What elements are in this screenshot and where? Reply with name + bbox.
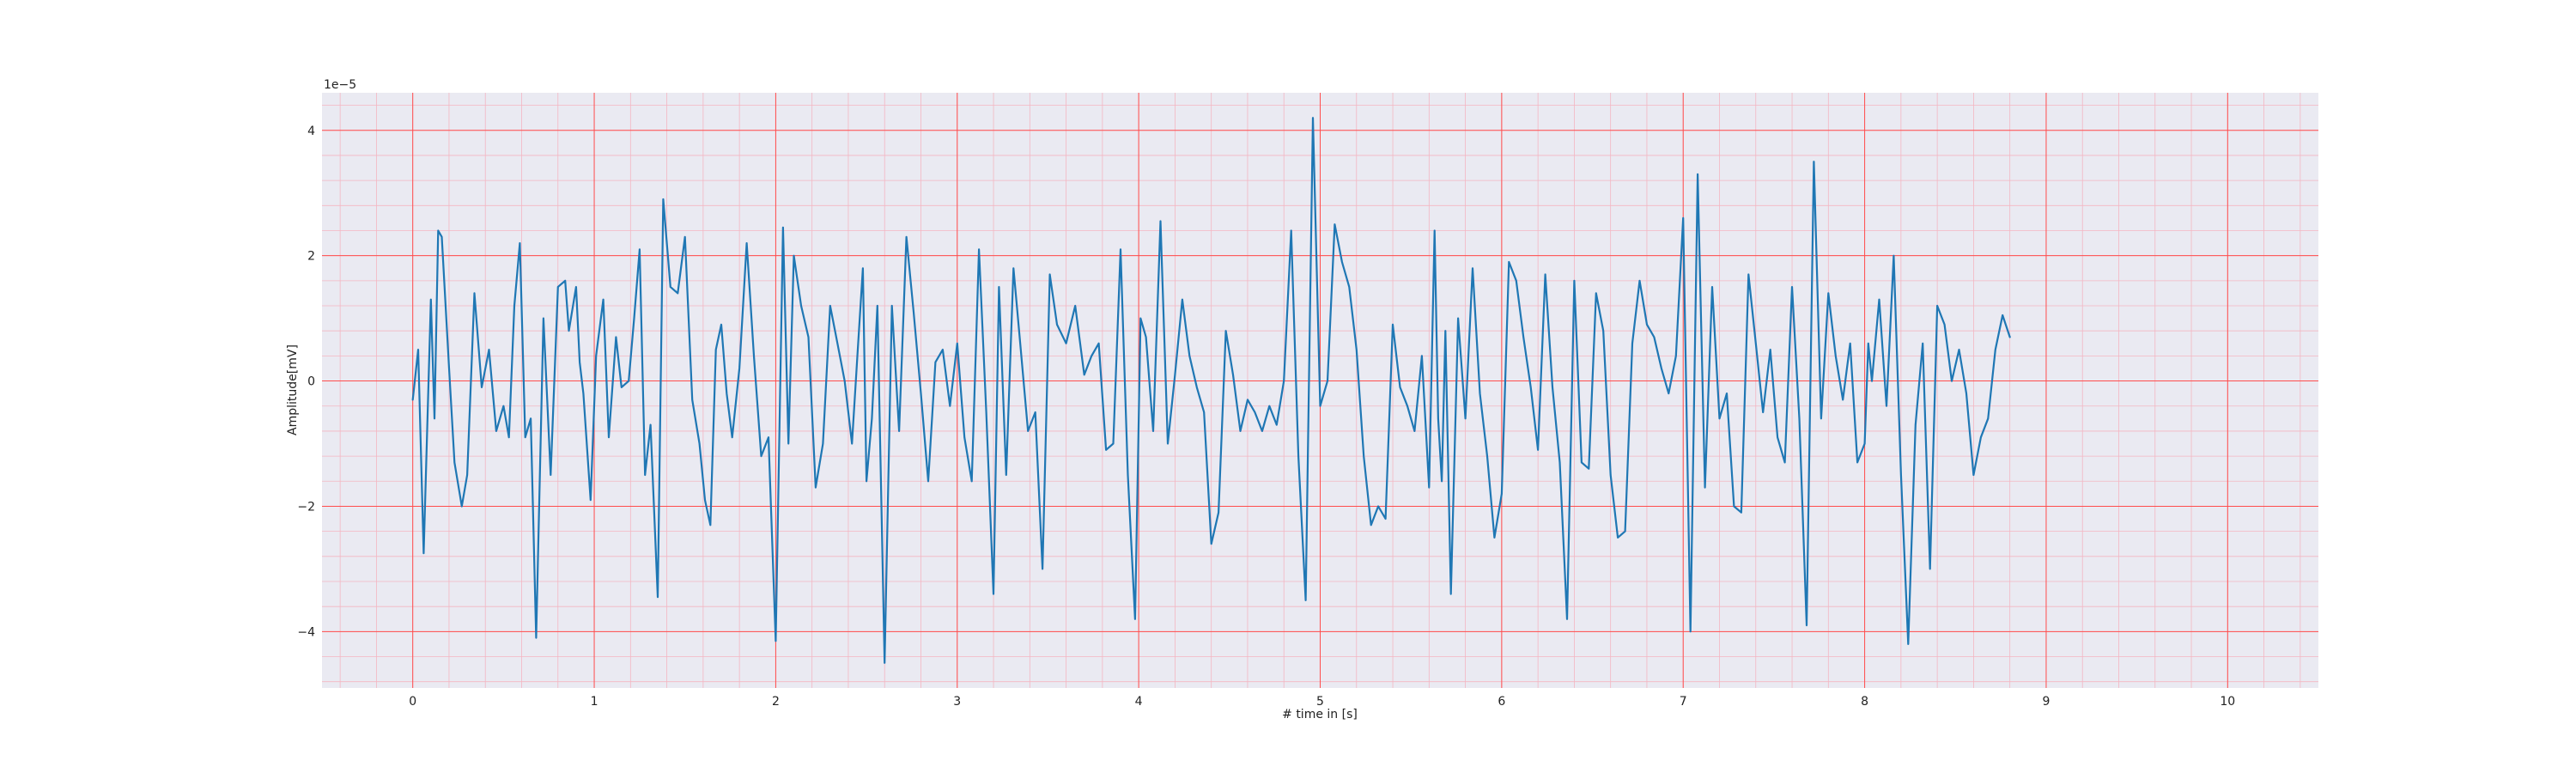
y-tick-label: 0: [307, 375, 315, 389]
series-line-signal: [411, 117, 2011, 664]
x-axis-label: # time in [s]: [1282, 708, 1358, 721]
x-tick-label: 9: [2042, 695, 2050, 709]
series-layer: [411, 117, 2011, 664]
y-axis-label: Amplitude[mV]: [286, 344, 300, 435]
x-tick-label: 8: [1861, 695, 1868, 709]
x-tick-label: 6: [1498, 695, 1505, 709]
y-tick-label: −2: [297, 500, 315, 514]
x-tick-label: 1: [591, 695, 598, 709]
y-axis-ticks: −4 −2 0 2 4: [297, 125, 315, 640]
x-tick-label: 0: [409, 695, 416, 709]
x-tick-label: 3: [953, 695, 961, 709]
x-tick-label: 5: [1316, 695, 1324, 709]
x-tick-label: 4: [1135, 695, 1143, 709]
x-tick-label: 7: [1680, 695, 1687, 709]
y-tick-label: −4: [297, 625, 315, 639]
x-axis-ticks: 0 1 2 3 4 5 6 7 8 9 10: [409, 695, 2235, 709]
y-tick-label: 4: [307, 125, 315, 138]
y-axis-offset-label: 1e−5: [324, 78, 356, 92]
x-tick-label: 2: [772, 695, 780, 709]
y-tick-label: 2: [307, 250, 315, 264]
x-tick-label: 10: [2220, 695, 2235, 709]
